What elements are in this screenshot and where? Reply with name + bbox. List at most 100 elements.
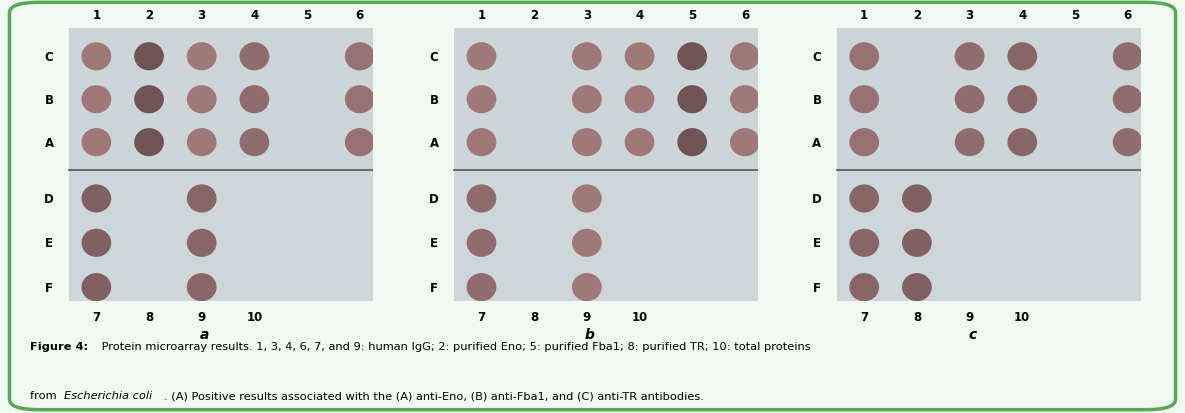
Bar <box>838 171 1141 301</box>
Ellipse shape <box>572 129 602 157</box>
Ellipse shape <box>467 229 497 257</box>
Text: D: D <box>44 192 55 206</box>
Ellipse shape <box>134 43 164 71</box>
Ellipse shape <box>187 43 217 71</box>
Ellipse shape <box>730 43 760 71</box>
Bar <box>69 29 373 171</box>
Text: 4: 4 <box>1018 9 1026 22</box>
Ellipse shape <box>572 229 602 257</box>
Ellipse shape <box>239 43 269 71</box>
Text: a: a <box>200 327 209 341</box>
Text: 10: 10 <box>632 310 648 323</box>
Text: 1: 1 <box>478 9 486 22</box>
Ellipse shape <box>678 43 707 71</box>
Ellipse shape <box>345 129 374 157</box>
Ellipse shape <box>902 185 931 213</box>
Ellipse shape <box>572 185 602 213</box>
Ellipse shape <box>624 86 654 114</box>
Text: 9: 9 <box>583 310 591 323</box>
Ellipse shape <box>1113 86 1142 114</box>
Text: B: B <box>430 93 438 107</box>
Ellipse shape <box>572 273 602 301</box>
Text: 2: 2 <box>530 9 538 22</box>
Ellipse shape <box>82 43 111 71</box>
Ellipse shape <box>955 129 985 157</box>
Text: 7: 7 <box>92 310 101 323</box>
Text: E: E <box>813 237 821 250</box>
Text: 9: 9 <box>198 310 206 323</box>
Text: 7: 7 <box>860 310 869 323</box>
Text: 4: 4 <box>635 9 643 22</box>
Ellipse shape <box>678 129 707 157</box>
Text: 8: 8 <box>912 310 921 323</box>
Text: . (A) Positive results associated with the (A) anti-Eno, (B) anti-Fba1, and (C) : . (A) Positive results associated with t… <box>164 390 704 400</box>
Ellipse shape <box>1007 86 1037 114</box>
Text: 5: 5 <box>303 9 312 22</box>
Text: C: C <box>45 51 53 64</box>
Text: 9: 9 <box>966 310 974 323</box>
Text: F: F <box>430 281 438 294</box>
Text: 7: 7 <box>478 310 486 323</box>
Ellipse shape <box>82 86 111 114</box>
Text: from: from <box>30 390 60 400</box>
Ellipse shape <box>82 273 111 301</box>
Ellipse shape <box>467 129 497 157</box>
Ellipse shape <box>82 129 111 157</box>
Text: B: B <box>45 93 53 107</box>
Ellipse shape <box>1007 129 1037 157</box>
Bar <box>69 171 373 301</box>
Text: Escherichia coli: Escherichia coli <box>64 390 152 400</box>
Text: A: A <box>430 136 438 150</box>
Ellipse shape <box>1113 43 1142 71</box>
Text: 4: 4 <box>250 9 258 22</box>
Ellipse shape <box>850 129 879 157</box>
Ellipse shape <box>239 86 269 114</box>
Ellipse shape <box>902 229 931 257</box>
Ellipse shape <box>187 185 217 213</box>
Text: 6: 6 <box>741 9 749 22</box>
Ellipse shape <box>902 273 931 301</box>
Text: C: C <box>813 51 821 64</box>
Ellipse shape <box>850 43 879 71</box>
Text: D: D <box>429 192 440 206</box>
Text: Figure 4:: Figure 4: <box>30 341 88 351</box>
Ellipse shape <box>850 185 879 213</box>
Ellipse shape <box>624 129 654 157</box>
Text: Protein microarray results. 1, 3, 4, 6, 7, and 9: human IgG; 2: purified Eno; 5:: Protein microarray results. 1, 3, 4, 6, … <box>98 341 811 351</box>
Text: c: c <box>968 327 976 341</box>
Ellipse shape <box>955 86 985 114</box>
Text: 6: 6 <box>356 9 364 22</box>
Text: 3: 3 <box>966 9 974 22</box>
Text: F: F <box>45 281 53 294</box>
Text: 5: 5 <box>1071 9 1080 22</box>
Ellipse shape <box>850 86 879 114</box>
Text: 2: 2 <box>145 9 153 22</box>
Text: 10: 10 <box>1014 310 1031 323</box>
Ellipse shape <box>1007 43 1037 71</box>
Ellipse shape <box>134 86 164 114</box>
Text: F: F <box>813 281 821 294</box>
Text: E: E <box>430 237 438 250</box>
Bar <box>454 171 758 301</box>
Ellipse shape <box>572 43 602 71</box>
Text: 10: 10 <box>246 310 263 323</box>
Ellipse shape <box>82 185 111 213</box>
Text: 2: 2 <box>912 9 921 22</box>
Ellipse shape <box>850 229 879 257</box>
Text: b: b <box>584 327 595 341</box>
Text: C: C <box>430 51 438 64</box>
Ellipse shape <box>850 273 879 301</box>
Ellipse shape <box>467 273 497 301</box>
Ellipse shape <box>345 43 374 71</box>
Ellipse shape <box>955 43 985 71</box>
Text: 6: 6 <box>1123 9 1132 22</box>
Ellipse shape <box>187 86 217 114</box>
Text: A: A <box>45 136 53 150</box>
Ellipse shape <box>1113 129 1142 157</box>
Text: E: E <box>45 237 53 250</box>
Ellipse shape <box>467 86 497 114</box>
Text: 8: 8 <box>530 310 538 323</box>
Ellipse shape <box>239 129 269 157</box>
Text: 5: 5 <box>688 9 697 22</box>
Ellipse shape <box>345 86 374 114</box>
